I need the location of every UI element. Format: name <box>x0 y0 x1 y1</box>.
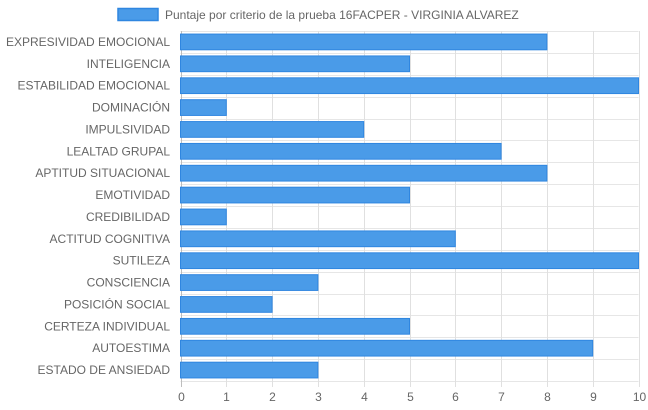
category-label: CERTEZA INDIVIDUAL <box>44 319 170 333</box>
category-label: POSICIÓN SOCIAL <box>64 296 170 311</box>
legend-label: Puntaje por criterio de la prueba 16FACP… <box>165 8 519 22</box>
bar[interactable] <box>180 33 548 51</box>
x-tick-label: 6 <box>452 390 459 404</box>
bar[interactable] <box>180 142 502 160</box>
category-label: ESTABILIDAD EMOCIONAL <box>18 79 171 93</box>
x-tick-label: 9 <box>590 390 597 404</box>
bar[interactable] <box>180 77 639 95</box>
bar[interactable] <box>180 99 227 116</box>
x-tick-label: 10 <box>633 390 647 404</box>
category-label: DOMINACIÓN <box>92 100 170 115</box>
bar[interactable] <box>180 296 273 313</box>
category-label: AUTOESTIMA <box>92 341 170 355</box>
x-tick-label: 1 <box>223 390 230 404</box>
bar[interactable] <box>180 339 594 357</box>
bar[interactable] <box>180 230 456 248</box>
legend-swatch <box>117 7 159 22</box>
bar[interactable] <box>180 208 227 226</box>
bar[interactable] <box>180 164 548 182</box>
category-label: CONSCIENCIA <box>87 276 170 290</box>
bar-series <box>180 33 639 379</box>
bar[interactable] <box>180 361 319 379</box>
bar[interactable] <box>180 252 639 270</box>
bar[interactable] <box>180 55 410 73</box>
category-label: INTELIGENCIA <box>87 57 170 71</box>
x-tick-label: 3 <box>315 390 322 404</box>
x-tick-label: 7 <box>498 390 505 404</box>
category-label: SUTILEZA <box>113 254 170 268</box>
category-label: ESTADO DE ANSIEDAD <box>38 363 171 377</box>
bar[interactable] <box>180 186 410 204</box>
category-label: APTITUD SITUACIONAL <box>35 166 170 180</box>
bar[interactable] <box>180 274 319 291</box>
bar[interactable] <box>180 317 410 335</box>
category-label: CREDIBILIDAD <box>86 210 170 224</box>
category-label: EMOTIVIDAD <box>95 188 170 202</box>
chart-legend[interactable]: Puntaje por criterio de la prueba 16FACP… <box>117 7 519 22</box>
bar[interactable] <box>180 121 365 138</box>
x-tick-label: 0 <box>178 390 185 404</box>
x-tick-label: 5 <box>407 390 414 404</box>
x-tick-label: 4 <box>361 390 368 404</box>
category-label: IMPULSIVIDAD <box>85 122 170 136</box>
category-axis-labels: EXPRESIVIDAD EMOCIONAL INTELIGENCIA ESTABI… <box>6 35 170 377</box>
category-label: EXPRESIVIDAD EMOCIONAL <box>6 35 170 49</box>
x-tick-label: 8 <box>544 390 551 404</box>
category-label: LEALTAD GRUPAL <box>67 144 171 158</box>
value-axis-tick-labels: 0 1 2 3 4 5 6 7 8 9 10 <box>178 390 646 404</box>
category-label: ACTITUD COGNITIVA <box>50 232 170 246</box>
x-tick-label: 2 <box>269 390 276 404</box>
